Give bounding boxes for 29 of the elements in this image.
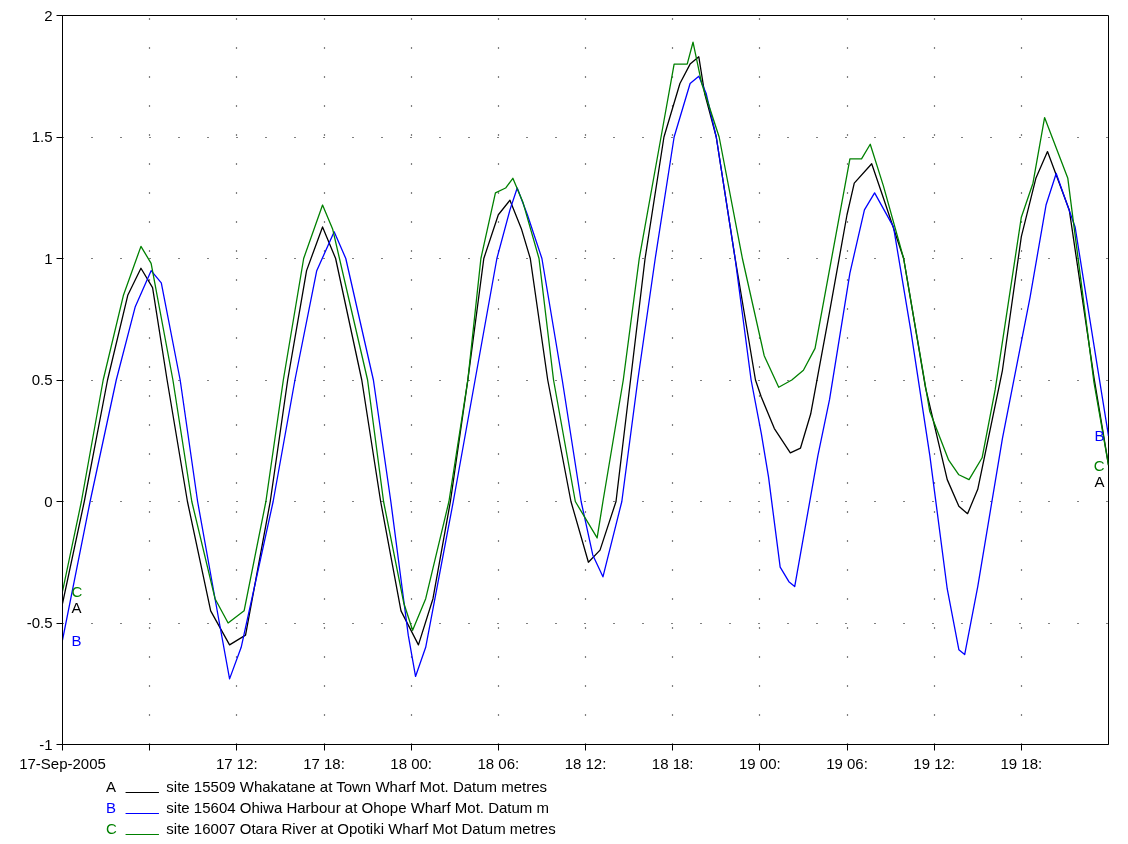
- text: B: [106, 799, 117, 816]
- y-tick-label: 1: [44, 249, 53, 267]
- x-tick-label: 19 06:: [826, 754, 868, 772]
- text: A: [1094, 472, 1105, 490]
- y-tick-label: 0: [44, 492, 53, 510]
- x-tick-label: 17 18:: [303, 754, 345, 772]
- x-tick-label: 17-Sep-2005: [19, 754, 106, 772]
- y-tick-label: -1: [39, 735, 53, 753]
- annotation: C: [71, 582, 83, 600]
- text: A: [106, 778, 117, 795]
- y-tick-label: 0.5: [31, 371, 53, 388]
- annotation: A: [71, 599, 82, 617]
- text: C: [106, 820, 117, 837]
- legend-label: site 15509 Whakatane at Town Wharf Mot. Datum metres: [166, 778, 548, 795]
- y-tick-label: -0.5: [26, 614, 53, 631]
- y-tick-label: 1.5: [31, 128, 53, 145]
- annotation: B: [71, 631, 82, 649]
- x-tick-label: 18 00:: [390, 754, 433, 772]
- y-tick-label: 2: [44, 6, 53, 24]
- legend-label: site 15604 Ohiwa Harbour at Ohope Wharf Mot. Datum m: [166, 799, 550, 816]
- x-tick-label: 17 12:: [215, 754, 258, 772]
- x-tick-label: 19 12:: [913, 754, 956, 772]
- x-tick-label: 18 06:: [477, 754, 520, 772]
- text: C: [1093, 456, 1105, 474]
- x-tick-label: 19 18:: [1000, 754, 1043, 772]
- legend-label: site 16007 Otara River at Opotiki Wharf Mot Datum metres: [166, 820, 556, 837]
- x-tick-label: 18 12:: [564, 754, 607, 772]
- x-tick-label: 18 18:: [651, 754, 694, 772]
- x-tick-label: 19 00:: [738, 754, 781, 772]
